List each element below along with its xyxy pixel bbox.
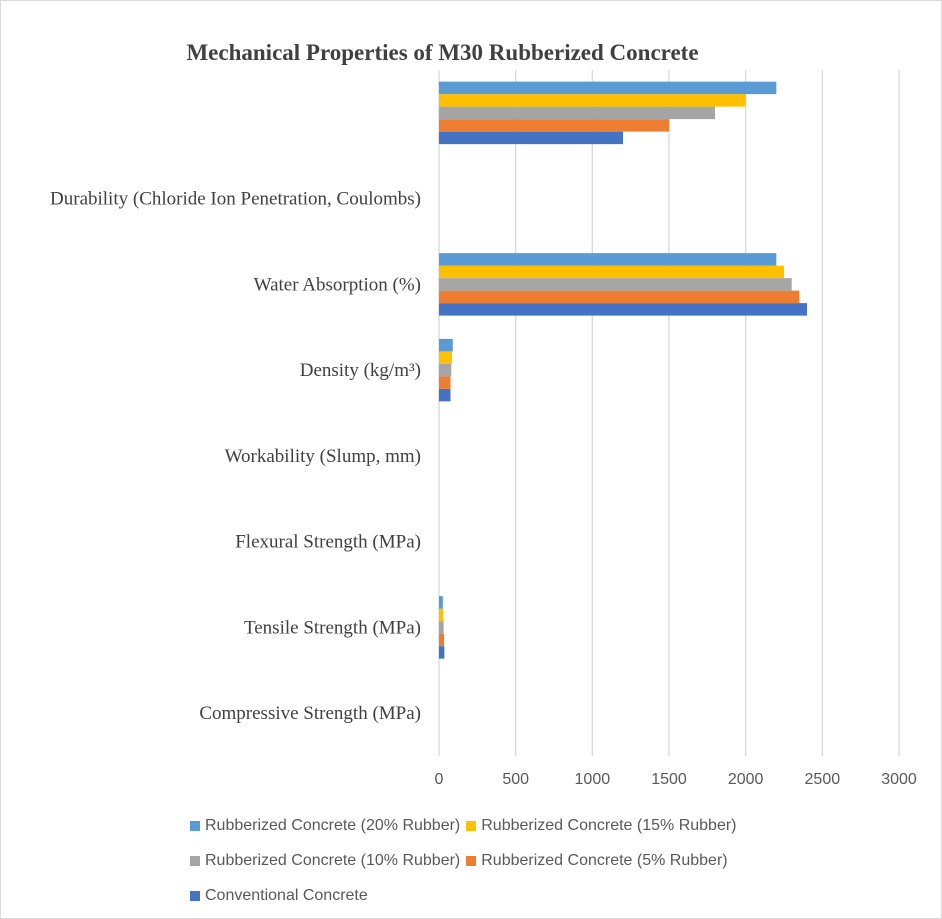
category-label: Compressive Strength (MPa) [199, 703, 421, 724]
legend-swatch [466, 820, 477, 831]
category-label: Flexural Strength (MPa) [235, 532, 421, 553]
legend-label: Rubberized Concrete (5% Rubber) [481, 851, 728, 869]
bar [439, 278, 792, 291]
chart-title: Mechanical Properties of M30 Rubberized … [186, 40, 699, 65]
legend-item-5pct: Rubberized Concrete (5% Rubber) [466, 851, 728, 870]
legend-label: Rubberized Concrete (15% Rubber) [481, 816, 737, 834]
legend-swatch [466, 855, 477, 866]
bar [439, 633, 445, 647]
bar [439, 338, 453, 352]
bar [439, 351, 453, 364]
bar [439, 646, 445, 659]
bar [439, 106, 715, 120]
legend-swatch [190, 820, 200, 831]
bar [439, 596, 443, 609]
legend-item-20pct: Rubberized Concrete (20% Rubber) [190, 817, 460, 835]
bar [439, 131, 623, 145]
bar [439, 265, 784, 279]
bar [439, 376, 451, 389]
x-tick-label: 500 [502, 771, 529, 788]
x-tick-label: 1500 [651, 771, 687, 788]
legend: Rubberized Concrete (20% Rubber) Rubberi… [190, 808, 890, 913]
bar [439, 253, 777, 266]
legend-item-conventional: Conventional Concrete [190, 887, 368, 905]
category-label: Water Absorption (%) [254, 274, 421, 295]
bar [439, 94, 746, 107]
bar [439, 303, 807, 316]
legend-item-10pct: Rubberized Concrete (10% Rubber) [190, 852, 460, 870]
legend-label: Rubberized Concrete (20% Rubber) [205, 816, 461, 834]
bar [439, 621, 444, 634]
bar [439, 81, 777, 95]
x-tick-label: 0 [435, 771, 444, 788]
bar [439, 290, 800, 304]
x-tick-label: 1000 [575, 771, 611, 788]
x-tick-label: 2500 [805, 771, 841, 788]
category-label: Durability (Chloride Ion Penetration, Co… [50, 189, 421, 210]
category-label: Workability (Slump, mm) [225, 446, 421, 467]
category-label: Tensile Strength (MPa) [244, 617, 421, 638]
x-tick-label: 2000 [728, 771, 764, 788]
bar [439, 388, 451, 402]
bar [439, 363, 452, 377]
category-label: Density (kg/m³) [300, 360, 421, 381]
legend-label: Rubberized Concrete (10% Rubber) [205, 851, 461, 869]
legend-label: Conventional Concrete [205, 886, 368, 904]
legend-item-15pct: Rubberized Concrete (15% Rubber) [466, 816, 737, 835]
legend-swatch [190, 890, 200, 901]
x-tick-label: 3000 [881, 771, 917, 788]
bar [439, 608, 444, 622]
bar [439, 119, 669, 132]
legend-swatch [190, 855, 200, 866]
